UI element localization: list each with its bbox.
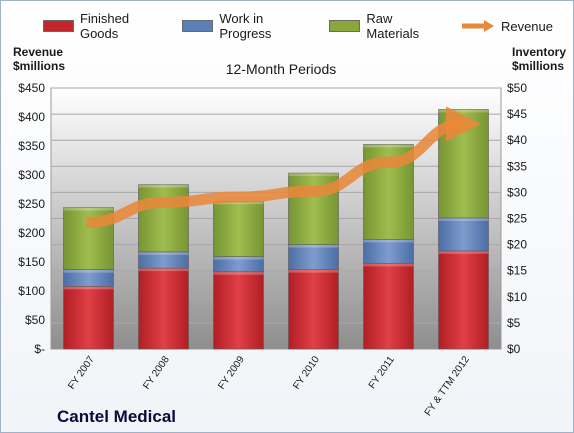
x-tick-label: FY 2009 (216, 354, 247, 391)
left-tick-label: $350 (18, 139, 45, 153)
bar-highlight (288, 244, 339, 248)
right-axis-ticks: $0 $5 $10 $15 $20 $25 $30 $35 $40 $45 $50 (507, 81, 527, 356)
x-tick-label: FY 2011 (367, 354, 397, 391)
right-tick-label: $30 (507, 185, 527, 199)
bar-highlight (63, 286, 114, 290)
bar-work-in-progress (288, 244, 339, 270)
bar-finished-goods (213, 271, 264, 350)
bar-raw-materials (213, 200, 264, 257)
legend-item-raw-materials: Raw Materials (329, 11, 440, 41)
bar-finished-goods (438, 250, 489, 350)
bar-work-in-progress (363, 239, 414, 264)
revenue-line (86, 106, 482, 229)
left-tick-label: $150 (18, 255, 45, 269)
bar-finished-goods (288, 269, 339, 350)
legend-item-revenue: Revenue (461, 11, 553, 41)
bar-highlight (363, 263, 414, 267)
bar-finished-goods (138, 267, 189, 350)
right-axis-title: Inventory $millions (512, 45, 566, 73)
bar-work-in-progress (438, 217, 489, 252)
left-axis-title-line: $millions (13, 59, 66, 73)
x-tick-label: FY 2008 (141, 354, 172, 391)
right-axis-title-line: Inventory (512, 45, 567, 59)
legend-swatch (43, 20, 74, 32)
legend-label: Finished Goods (79, 11, 130, 41)
bar-highlight (63, 207, 114, 211)
company-name: Cantel Medical (57, 407, 177, 426)
bar-finished-goods (363, 263, 414, 350)
legend-label: Revenue (500, 18, 553, 34)
left-tick-label: $250 (18, 197, 45, 211)
left-tick-label: $450 (18, 81, 45, 95)
right-tick-label: $10 (507, 290, 527, 304)
revenue-series (86, 106, 482, 229)
legend-item-finished-goods: Finished Goods (43, 11, 162, 41)
bar-finished-goods (63, 286, 114, 350)
bar-highlight (363, 239, 414, 243)
bar-highlight (438, 109, 489, 113)
bar-highlight (438, 250, 489, 254)
bar-highlight (138, 268, 189, 272)
legend-label: Work in Progress (219, 11, 272, 41)
legend-swatch (182, 20, 214, 32)
right-tick-label: $35 (507, 159, 527, 173)
bar-highlight (438, 217, 489, 221)
left-tick-label: $300 (18, 168, 45, 182)
right-axis-title-line: $millions (512, 59, 565, 73)
x-tick-label: FY 2007 (66, 354, 97, 391)
chart-subtitle: 12-Month Periods (225, 61, 337, 77)
bar-highlight (288, 269, 339, 273)
bar-highlight (138, 251, 189, 255)
right-tick-label: $20 (507, 238, 527, 252)
bar-highlight (213, 256, 264, 260)
left-tick-label: $100 (18, 284, 45, 298)
x-tick-label: FY 2010 (291, 354, 322, 391)
legend: Finished Goods Work in Progress Raw Mate… (43, 11, 573, 41)
right-tick-label: $5 (507, 316, 521, 330)
left-tick-label: $400 (18, 110, 45, 124)
left-tick-label: $200 (18, 226, 45, 240)
legend-label: Raw Materials (366, 11, 420, 41)
right-tick-label: $0 (507, 342, 521, 356)
right-tick-label: $15 (507, 264, 527, 278)
arrow-icon (461, 20, 494, 32)
right-tick-label: $50 (507, 81, 527, 95)
right-tick-label: $45 (507, 107, 527, 121)
bar-highlight (213, 271, 264, 275)
left-tick-label: $- (34, 342, 45, 356)
legend-swatch (329, 20, 361, 32)
bar-highlight (213, 201, 264, 205)
left-axis-title: Revenue $millions (13, 45, 65, 73)
legend-item-work-in-progress: Work in Progress (182, 11, 309, 41)
left-tick-label: $50 (25, 313, 45, 327)
right-tick-label: $25 (507, 212, 527, 226)
bar-highlight (288, 173, 339, 177)
bar-raw-materials (138, 184, 189, 253)
x-tick-label: FY & TTM 2012 (423, 354, 473, 418)
gridlines (51, 87, 501, 324)
left-axis-ticks: $- $50 $100 $150 $200 $250 $300 $350 $400 $450 (18, 81, 45, 356)
bar-highlight (63, 269, 114, 273)
right-tick-label: $40 (507, 133, 527, 147)
left-axis-title-line: Revenue (13, 45, 64, 59)
bar-highlight (363, 144, 414, 148)
bar-highlight (138, 184, 189, 188)
